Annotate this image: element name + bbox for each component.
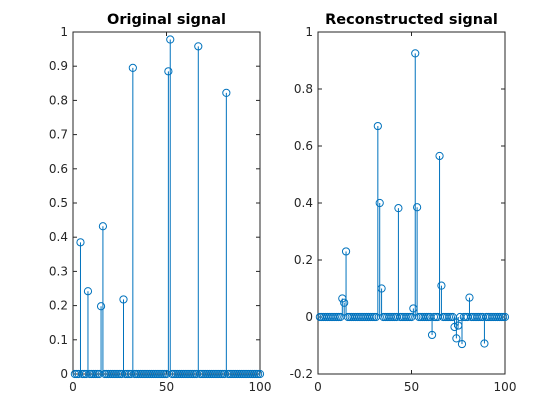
stem-marker bbox=[377, 284, 386, 293]
y-tick-label: 0.8 bbox=[49, 93, 68, 107]
x-tick-label: 0 bbox=[314, 380, 322, 394]
y-tick-label: 0.9 bbox=[49, 59, 68, 73]
stem-marker bbox=[394, 204, 403, 213]
y-tick-label: 0.8 bbox=[294, 82, 313, 96]
stem-marker bbox=[500, 312, 510, 322]
y-tick-label: 0.7 bbox=[49, 128, 68, 142]
y-tick-label: 0.6 bbox=[49, 162, 68, 176]
x-tick-label: 0 bbox=[69, 380, 77, 394]
stem-marker bbox=[435, 151, 444, 161]
original-signal-panel: Original signal 0 0.1 0.2 0.3 0.4 0.5 0.6 0.7 0.8… bbox=[49, 12, 272, 394]
stem-marker bbox=[427, 330, 437, 340]
y-tick-label: -0.2 bbox=[290, 367, 313, 381]
stem-marker bbox=[83, 287, 93, 296]
stem-marker bbox=[341, 247, 351, 256]
y-tick-label: 0.1 bbox=[49, 333, 68, 347]
x-tick-label: 100 bbox=[494, 380, 517, 394]
stem-marker bbox=[413, 203, 422, 212]
axes-box bbox=[72, 31, 261, 375]
stem-marker bbox=[119, 295, 128, 304]
y-tick-label: 0 bbox=[305, 310, 313, 324]
y-tick-label: 0.4 bbox=[294, 196, 313, 210]
stem-marker bbox=[411, 49, 420, 58]
stem-marker bbox=[340, 298, 349, 307]
stem-marker bbox=[450, 322, 459, 332]
x-tick-label: 50 bbox=[404, 380, 419, 394]
y-tick-label: 0 bbox=[60, 367, 68, 381]
stem-marker bbox=[255, 369, 265, 379]
stem-marker bbox=[222, 88, 231, 97]
stem-marker bbox=[452, 334, 461, 343]
stem-marker bbox=[375, 198, 384, 208]
y-tick-label: 1 bbox=[60, 25, 68, 39]
chart-title: Reconstructed signal bbox=[325, 12, 498, 28]
stem-marker bbox=[480, 339, 489, 348]
x-tick-label: 50 bbox=[159, 380, 174, 394]
stem-series bbox=[70, 35, 265, 379]
y-tick-label: 0.5 bbox=[49, 196, 68, 210]
stem-marker bbox=[128, 63, 137, 73]
stem-marker bbox=[164, 67, 173, 76]
x-tick-label: 100 bbox=[249, 380, 272, 394]
stem-marker bbox=[96, 302, 106, 311]
stem-marker bbox=[98, 222, 108, 231]
chart-title: Original signal bbox=[107, 12, 226, 28]
stem-marker bbox=[373, 121, 382, 131]
y-tick-label: 1 bbox=[305, 25, 313, 39]
y-tick-label: 0.6 bbox=[294, 139, 313, 153]
axes-box bbox=[317, 31, 506, 375]
stem-marker bbox=[465, 293, 474, 302]
stem-marker bbox=[437, 281, 446, 290]
y-tick-label: 0.4 bbox=[49, 230, 68, 244]
y-tick-label: 0.3 bbox=[49, 264, 68, 278]
reconstructed-signal-panel: Reconstructed signal-0.200.20.40.60.810 5… bbox=[290, 12, 517, 394]
stem-marker bbox=[194, 42, 203, 51]
y-tick-label: 0.2 bbox=[49, 299, 68, 313]
stem-marker bbox=[457, 339, 467, 349]
y-tick-label: 0.2 bbox=[294, 253, 313, 267]
stem-marker bbox=[166, 35, 175, 44]
stem-marker bbox=[76, 238, 85, 247]
stem-series bbox=[315, 49, 510, 349]
